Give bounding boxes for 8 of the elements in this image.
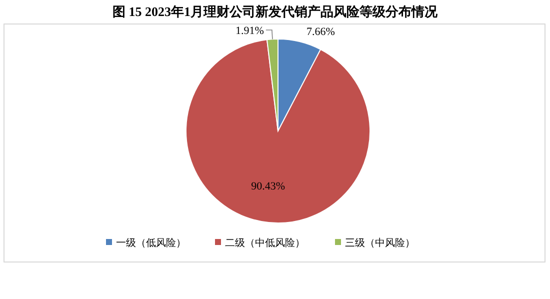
legend-label: 三级（中风险） <box>345 237 415 249</box>
data-label: 90.43% <box>251 180 286 192</box>
legend-label: 二级（中低风险） <box>225 237 305 249</box>
pie-slice <box>186 39 370 224</box>
legend-label: 一级（低风险） <box>116 237 186 249</box>
data-label: 7.66% <box>306 26 335 38</box>
chart-title: 图 15 2023年1月理财公司新发代销产品风险等级分布情况 <box>112 4 438 19</box>
data-label: 1.91% <box>236 24 264 37</box>
